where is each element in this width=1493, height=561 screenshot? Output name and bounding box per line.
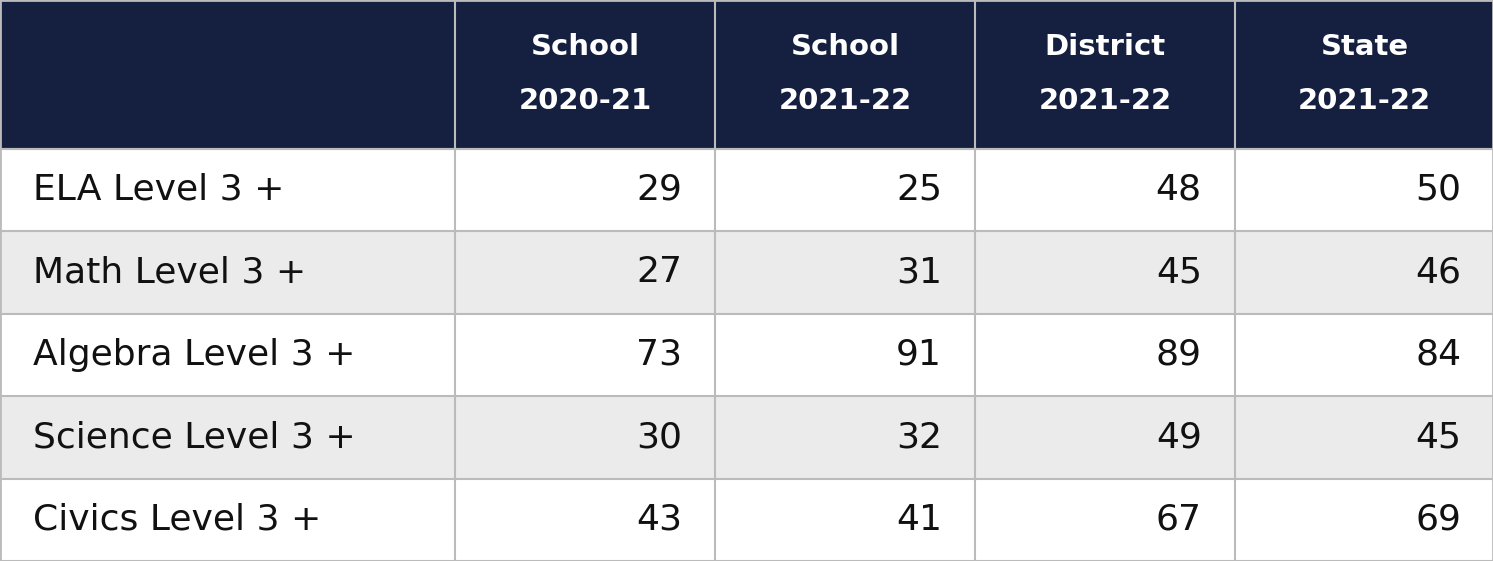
- Bar: [1235, 396, 1493, 479]
- Bar: [975, 314, 1235, 396]
- Text: 41: 41: [896, 503, 942, 537]
- Text: Science Level 3 +: Science Level 3 +: [33, 420, 355, 454]
- Text: 43: 43: [636, 503, 682, 537]
- Bar: [715, 231, 975, 314]
- Bar: [455, 0, 715, 149]
- Text: School: School: [530, 34, 640, 61]
- Bar: [715, 0, 975, 149]
- Text: Civics Level 3 +: Civics Level 3 +: [33, 503, 321, 537]
- Bar: [455, 479, 715, 561]
- Bar: [1235, 149, 1493, 231]
- Bar: [975, 0, 1235, 149]
- Bar: [975, 149, 1235, 231]
- Bar: [0, 314, 455, 396]
- Text: School: School: [790, 34, 900, 61]
- Text: 30: 30: [636, 420, 682, 454]
- Text: 31: 31: [896, 255, 942, 289]
- Bar: [1235, 479, 1493, 561]
- Text: 69: 69: [1415, 503, 1462, 537]
- Bar: [1235, 314, 1493, 396]
- Text: 2021-22: 2021-22: [1297, 88, 1432, 115]
- Text: 91: 91: [896, 338, 942, 372]
- Bar: [0, 396, 455, 479]
- Bar: [0, 231, 455, 314]
- Text: 48: 48: [1156, 173, 1202, 207]
- Text: 89: 89: [1156, 338, 1202, 372]
- Bar: [455, 149, 715, 231]
- Text: District: District: [1044, 34, 1166, 61]
- Text: 84: 84: [1415, 338, 1462, 372]
- Text: 73: 73: [636, 338, 682, 372]
- Text: 2021-22: 2021-22: [1038, 88, 1172, 115]
- Text: 45: 45: [1415, 420, 1462, 454]
- Text: State: State: [1320, 34, 1409, 61]
- Bar: [715, 314, 975, 396]
- Bar: [0, 149, 455, 231]
- Text: 67: 67: [1156, 503, 1202, 537]
- Bar: [455, 396, 715, 479]
- Text: 25: 25: [896, 173, 942, 207]
- Bar: [715, 396, 975, 479]
- Bar: [715, 479, 975, 561]
- Text: 50: 50: [1415, 173, 1462, 207]
- Text: 46: 46: [1415, 255, 1462, 289]
- Bar: [975, 479, 1235, 561]
- Bar: [975, 396, 1235, 479]
- Text: ELA Level 3 +: ELA Level 3 +: [33, 173, 284, 207]
- Bar: [455, 314, 715, 396]
- Bar: [0, 479, 455, 561]
- Text: 45: 45: [1156, 255, 1202, 289]
- Bar: [0, 0, 455, 149]
- Bar: [1235, 231, 1493, 314]
- Text: Algebra Level 3 +: Algebra Level 3 +: [33, 338, 355, 372]
- Text: 27: 27: [636, 255, 682, 289]
- Text: 2020-21: 2020-21: [518, 88, 652, 115]
- Text: 29: 29: [636, 173, 682, 207]
- Bar: [715, 149, 975, 231]
- Bar: [975, 231, 1235, 314]
- Text: 2021-22: 2021-22: [778, 88, 912, 115]
- Text: 32: 32: [896, 420, 942, 454]
- Text: 49: 49: [1156, 420, 1202, 454]
- Bar: [455, 231, 715, 314]
- Bar: [1235, 0, 1493, 149]
- Text: Math Level 3 +: Math Level 3 +: [33, 255, 306, 289]
